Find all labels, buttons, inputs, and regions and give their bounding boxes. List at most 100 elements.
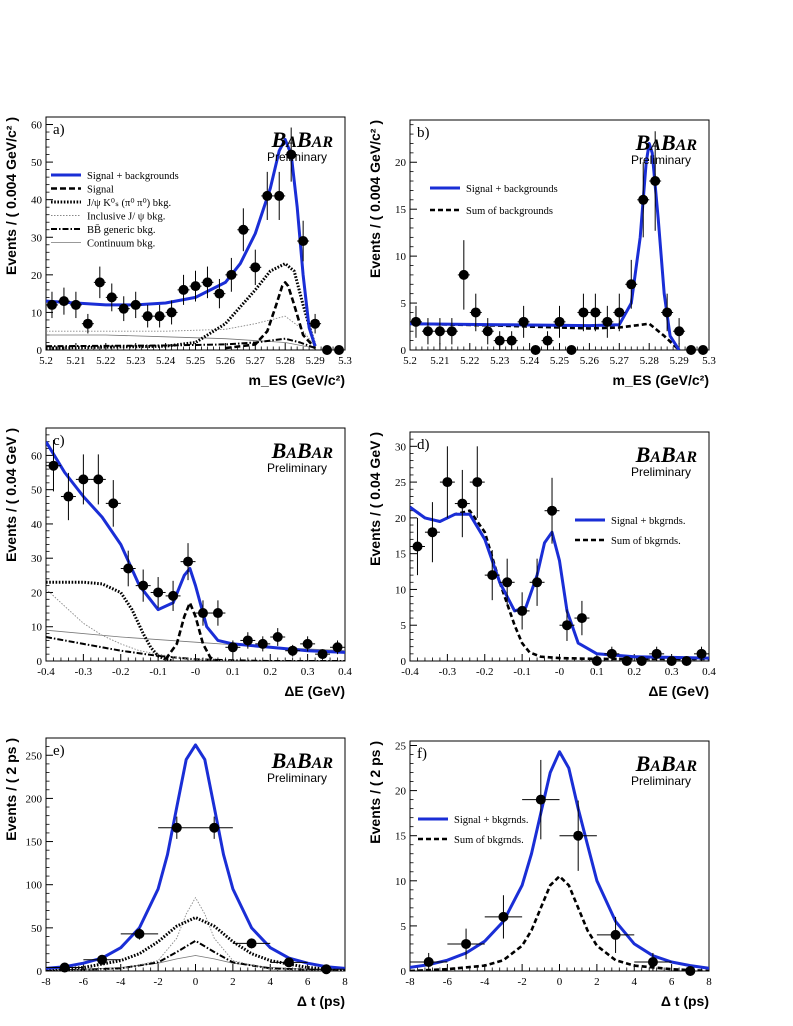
legend-label: Sum of backgrounds	[466, 206, 553, 217]
legend-label: BB̄ generic bkg.	[87, 224, 156, 236]
x-tick-label: 5.27	[610, 355, 630, 367]
series-bb-generic-bkg	[46, 939, 345, 971]
data-point	[650, 176, 661, 187]
curves	[410, 750, 709, 971]
x-tick-label: 5.3	[338, 355, 352, 367]
panel-d: -0.4 -0.3 -0.2 -0.1 -0 0.1 0.2 0.3 0.4 0 5 10 15 20 25…	[367, 431, 716, 699]
legend-label: Signal + bkgrnds.	[454, 815, 528, 826]
data-point	[472, 477, 483, 488]
x-tick-label: -0.1	[149, 666, 166, 678]
x-tick-label: -4	[116, 976, 126, 988]
logo-part: B	[635, 130, 651, 155]
data-point	[123, 563, 134, 574]
data-point	[332, 642, 343, 653]
legend-label: Signal + backgrounds	[466, 184, 558, 195]
data-point	[209, 822, 220, 833]
data-points	[410, 446, 709, 666]
data-point	[262, 190, 273, 201]
babar-logo: BABAR	[635, 442, 698, 467]
logo-part: B	[660, 130, 676, 155]
y-tick-label: 0	[37, 966, 43, 978]
y-tick-label: 0	[37, 656, 43, 668]
y-tick-label: 15	[395, 204, 407, 216]
data-point	[93, 474, 104, 485]
logo-part: B	[660, 751, 676, 776]
y-tick-label: 15	[395, 831, 407, 843]
data-point	[591, 656, 602, 666]
x-tick-label: 6	[305, 976, 311, 988]
x-axis-label: ΔE (GeV)	[648, 683, 709, 699]
data-point	[621, 656, 632, 666]
data-point	[202, 277, 213, 288]
x-tick-label: -0.4	[401, 666, 419, 678]
legend-label: Sum of bkgrnds.	[611, 536, 681, 547]
data-point	[434, 326, 445, 337]
x-tick-label: 5.2	[39, 355, 53, 367]
logo-part: AR	[675, 758, 698, 775]
preliminary-tag: Preliminary	[631, 153, 691, 167]
logo-part: B	[296, 748, 312, 773]
data-point	[78, 474, 89, 485]
logo-part: A	[649, 137, 661, 154]
x-tick-label: 5.28	[640, 355, 660, 367]
x-tick-label: -2	[518, 976, 527, 988]
series-signal	[164, 601, 219, 661]
data-point	[257, 638, 268, 649]
data-point	[410, 316, 421, 327]
legend-label: Signal + backgrounds	[87, 171, 179, 182]
x-axis-label: ΔE (GeV)	[284, 683, 345, 699]
legend: Signal + bkgrnds. Sum of bkgrnds.	[575, 516, 685, 547]
legend: Signal + bkgrnds. Sum of bkgrnds.	[418, 815, 528, 846]
data-point	[302, 638, 313, 649]
data-point	[681, 656, 692, 666]
data-point	[636, 656, 647, 666]
x-tick-label: -2	[154, 976, 163, 988]
preliminary-tag: Preliminary	[267, 771, 327, 785]
logo-part: AR	[675, 449, 698, 466]
panel-c: -0.4 -0.3 -0.2 -0.1 -0 0.1 0.2 0.3 0.4 0 10 20 30 40 5…	[3, 427, 352, 699]
y-tick-label: 50	[31, 485, 43, 497]
x-tick-label: 5.26	[580, 355, 600, 367]
babar-logo: BABAR	[271, 748, 334, 773]
data-point	[614, 307, 625, 318]
y-tick-label: 25	[395, 477, 407, 489]
logo-part: B	[296, 127, 312, 152]
y-tick-label: 20	[395, 786, 407, 798]
x-tick-label: -0	[555, 666, 565, 678]
x-tick-label: 2	[230, 976, 236, 988]
x-tick-label: -0.1	[513, 666, 530, 678]
x-tick-label: -0.2	[476, 666, 493, 678]
x-tick-label: 0.2	[627, 666, 641, 678]
data-point	[422, 326, 433, 337]
babar-logo: BABAR	[271, 127, 334, 152]
y-tick-label: 0	[401, 345, 407, 357]
data-point	[134, 928, 145, 939]
y-tick-label: 10	[395, 584, 407, 596]
data-point	[602, 316, 613, 327]
data-point	[118, 303, 129, 314]
x-tick-label: -0.4	[37, 666, 55, 678]
panel-tag: f)	[417, 746, 427, 762]
data-point	[535, 794, 546, 805]
data-point	[547, 505, 558, 516]
x-tick-label: 5.28	[276, 355, 296, 367]
x-axis-label: Δ t (ps)	[297, 993, 345, 1009]
series-inclusive-j-bkg	[46, 897, 345, 971]
y-tick-label: 60	[31, 450, 43, 462]
legend-label: Continuum bkg.	[87, 239, 155, 250]
logo-part: A	[285, 134, 297, 151]
y-tick-label: 5	[401, 620, 407, 632]
data-point	[334, 345, 345, 355]
x-tick-label: -0.3	[439, 666, 457, 678]
data-point	[298, 236, 309, 247]
y-tick-label: 20	[395, 513, 407, 525]
y-tick-label: 10	[31, 307, 43, 319]
data-point	[647, 956, 658, 967]
data-point	[532, 577, 543, 588]
data-point	[212, 608, 223, 619]
data-point	[651, 648, 662, 659]
data-point	[106, 292, 117, 303]
data-point	[518, 316, 529, 327]
y-axis-label: Events / ( 2 ps )	[367, 741, 383, 844]
y-tick-label: 20	[31, 587, 43, 599]
